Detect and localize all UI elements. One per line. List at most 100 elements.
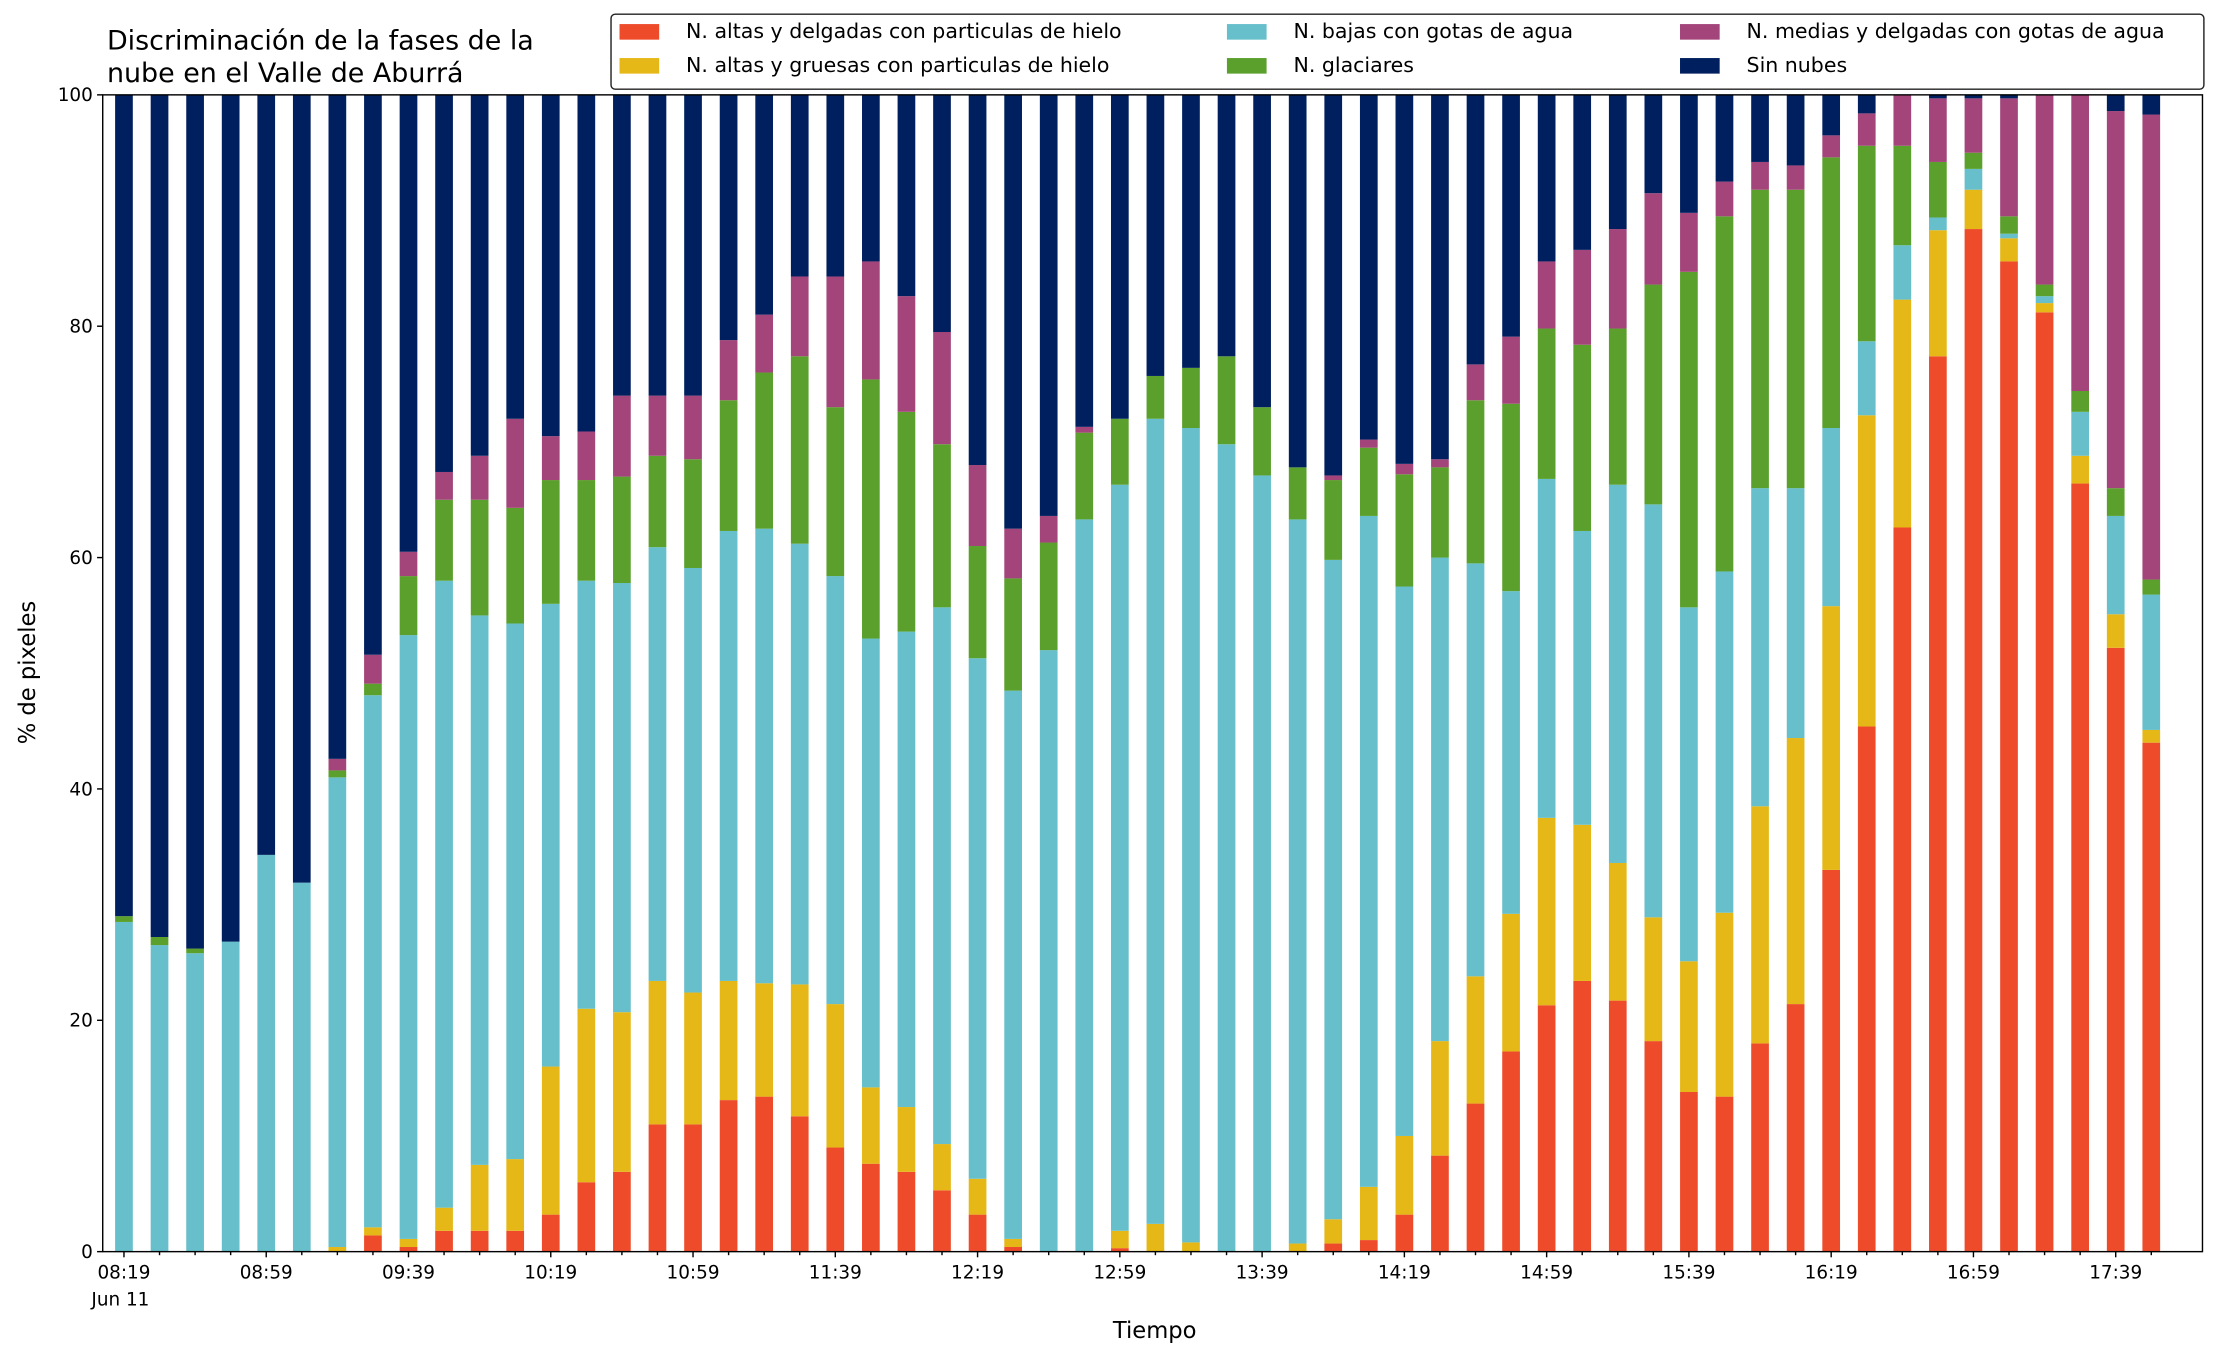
bar-segment xyxy=(684,459,702,568)
bar-segment xyxy=(790,276,809,357)
bar-segment xyxy=(1644,504,1663,918)
bar-segment xyxy=(328,770,347,778)
bar-segment xyxy=(897,411,916,632)
bar-segment xyxy=(1431,1041,1449,1156)
bar-segment xyxy=(1004,1238,1022,1248)
bar-segment xyxy=(1786,488,1805,739)
x-tick-label: 15:39 xyxy=(1662,1263,1715,1284)
bar-segment xyxy=(613,1171,631,1252)
y-tick-label: 60 xyxy=(69,548,92,569)
bar-segment xyxy=(2106,614,2125,648)
legend-label: N. altas y gruesas con particulas de hie… xyxy=(686,53,1109,77)
bar-segment xyxy=(933,1144,951,1191)
bar-segment xyxy=(1502,913,1520,1052)
bar-segment xyxy=(1537,261,1556,329)
bar-segment xyxy=(1324,480,1343,560)
bar-segment xyxy=(1929,230,1947,357)
bar-segment xyxy=(1822,428,1841,607)
bar-segment xyxy=(186,948,204,954)
bar-segment xyxy=(1786,165,1805,190)
bar-segment xyxy=(897,1107,916,1172)
bar-segment xyxy=(115,916,133,922)
bar-segment xyxy=(1075,426,1094,433)
bar-segment xyxy=(968,1178,987,1215)
bar-segment xyxy=(2142,594,2161,730)
bar-segment xyxy=(719,1100,738,1252)
chart-title: Discriminación de la fases de la xyxy=(107,26,534,57)
bar-segment xyxy=(1075,432,1094,520)
y-tick-label: 0 xyxy=(81,1242,93,1263)
bar-segment xyxy=(1039,650,1058,1252)
bar-segment xyxy=(364,654,382,684)
bar-segment xyxy=(506,507,525,624)
bar-segment xyxy=(790,984,809,1117)
bar-segment xyxy=(790,543,809,985)
bar-segment xyxy=(862,94,880,262)
bar-segment xyxy=(364,683,382,696)
bar-segment xyxy=(648,547,667,981)
bar-segment xyxy=(2071,483,2089,1252)
bar-segment xyxy=(2000,94,2018,99)
bar-segment xyxy=(1359,515,1378,1187)
bar-segment xyxy=(292,882,311,1252)
bar-segment xyxy=(1502,591,1520,914)
bar-segment xyxy=(1466,563,1485,977)
bar-segment xyxy=(826,276,845,408)
bar-segment xyxy=(1786,94,1805,166)
bar-segment xyxy=(328,94,347,759)
bar-segment xyxy=(1608,862,1627,1001)
bar-segment xyxy=(1466,976,1485,1104)
bar-segment xyxy=(577,1008,596,1183)
bar-segment xyxy=(1964,98,1983,153)
bar-segment xyxy=(1680,1092,1698,1252)
bar-segment xyxy=(399,551,418,577)
bar-segment xyxy=(2106,647,2125,1252)
bar-segment xyxy=(755,1096,774,1252)
bar-segment xyxy=(435,1230,453,1252)
bar-segment xyxy=(1110,418,1129,485)
bar-segment xyxy=(1537,328,1556,479)
bar-segment xyxy=(1288,519,1307,1244)
bar-segment xyxy=(1324,559,1343,1220)
bar-segment xyxy=(257,94,276,855)
bar-segment xyxy=(1608,94,1627,230)
bar-segment xyxy=(1964,189,1983,230)
bar-segment xyxy=(1715,912,1734,1097)
bar-segment xyxy=(1715,571,1734,913)
y-tick-label: 100 xyxy=(58,85,93,106)
bar-segment xyxy=(933,1190,951,1252)
x-tick-label: 16:19 xyxy=(1805,1263,1858,1284)
bar-segment xyxy=(2142,729,2161,743)
bar-segment xyxy=(684,567,702,993)
y-axis-label: % de pixeles xyxy=(15,601,41,745)
bar-segment xyxy=(328,777,347,1248)
bar-segment xyxy=(719,530,738,981)
x-tick-label: 12:19 xyxy=(951,1263,1004,1284)
bar-segment xyxy=(1537,478,1556,818)
bar-segment xyxy=(1964,94,1983,99)
bar-segment xyxy=(755,528,774,984)
bar-segment xyxy=(541,603,560,1067)
bar-segment xyxy=(435,471,453,500)
bar-segment xyxy=(541,1066,560,1215)
bar-segment xyxy=(1680,961,1698,1093)
x-tick-label: 14:59 xyxy=(1520,1263,1573,1284)
bar-segment xyxy=(150,936,169,946)
bar-segment xyxy=(506,94,525,419)
x-axis-label: Tiempo xyxy=(1112,1318,1197,1344)
legend-label: N. glaciares xyxy=(1293,53,1414,77)
bar-segment xyxy=(115,94,133,917)
bar-segment xyxy=(1431,1155,1449,1252)
bar-segment xyxy=(1964,168,1983,190)
bar-segment xyxy=(1217,356,1236,445)
bar-segment xyxy=(1573,249,1592,345)
bar-segment xyxy=(1715,94,1734,182)
bar-segment xyxy=(470,615,489,1165)
legend-swatch xyxy=(619,24,660,40)
legend-box xyxy=(610,13,2205,90)
legend-swatch xyxy=(1680,58,1720,74)
bar-segment xyxy=(1893,527,1912,1252)
bar-segment xyxy=(1893,145,1912,246)
bar-segment xyxy=(257,854,276,1252)
